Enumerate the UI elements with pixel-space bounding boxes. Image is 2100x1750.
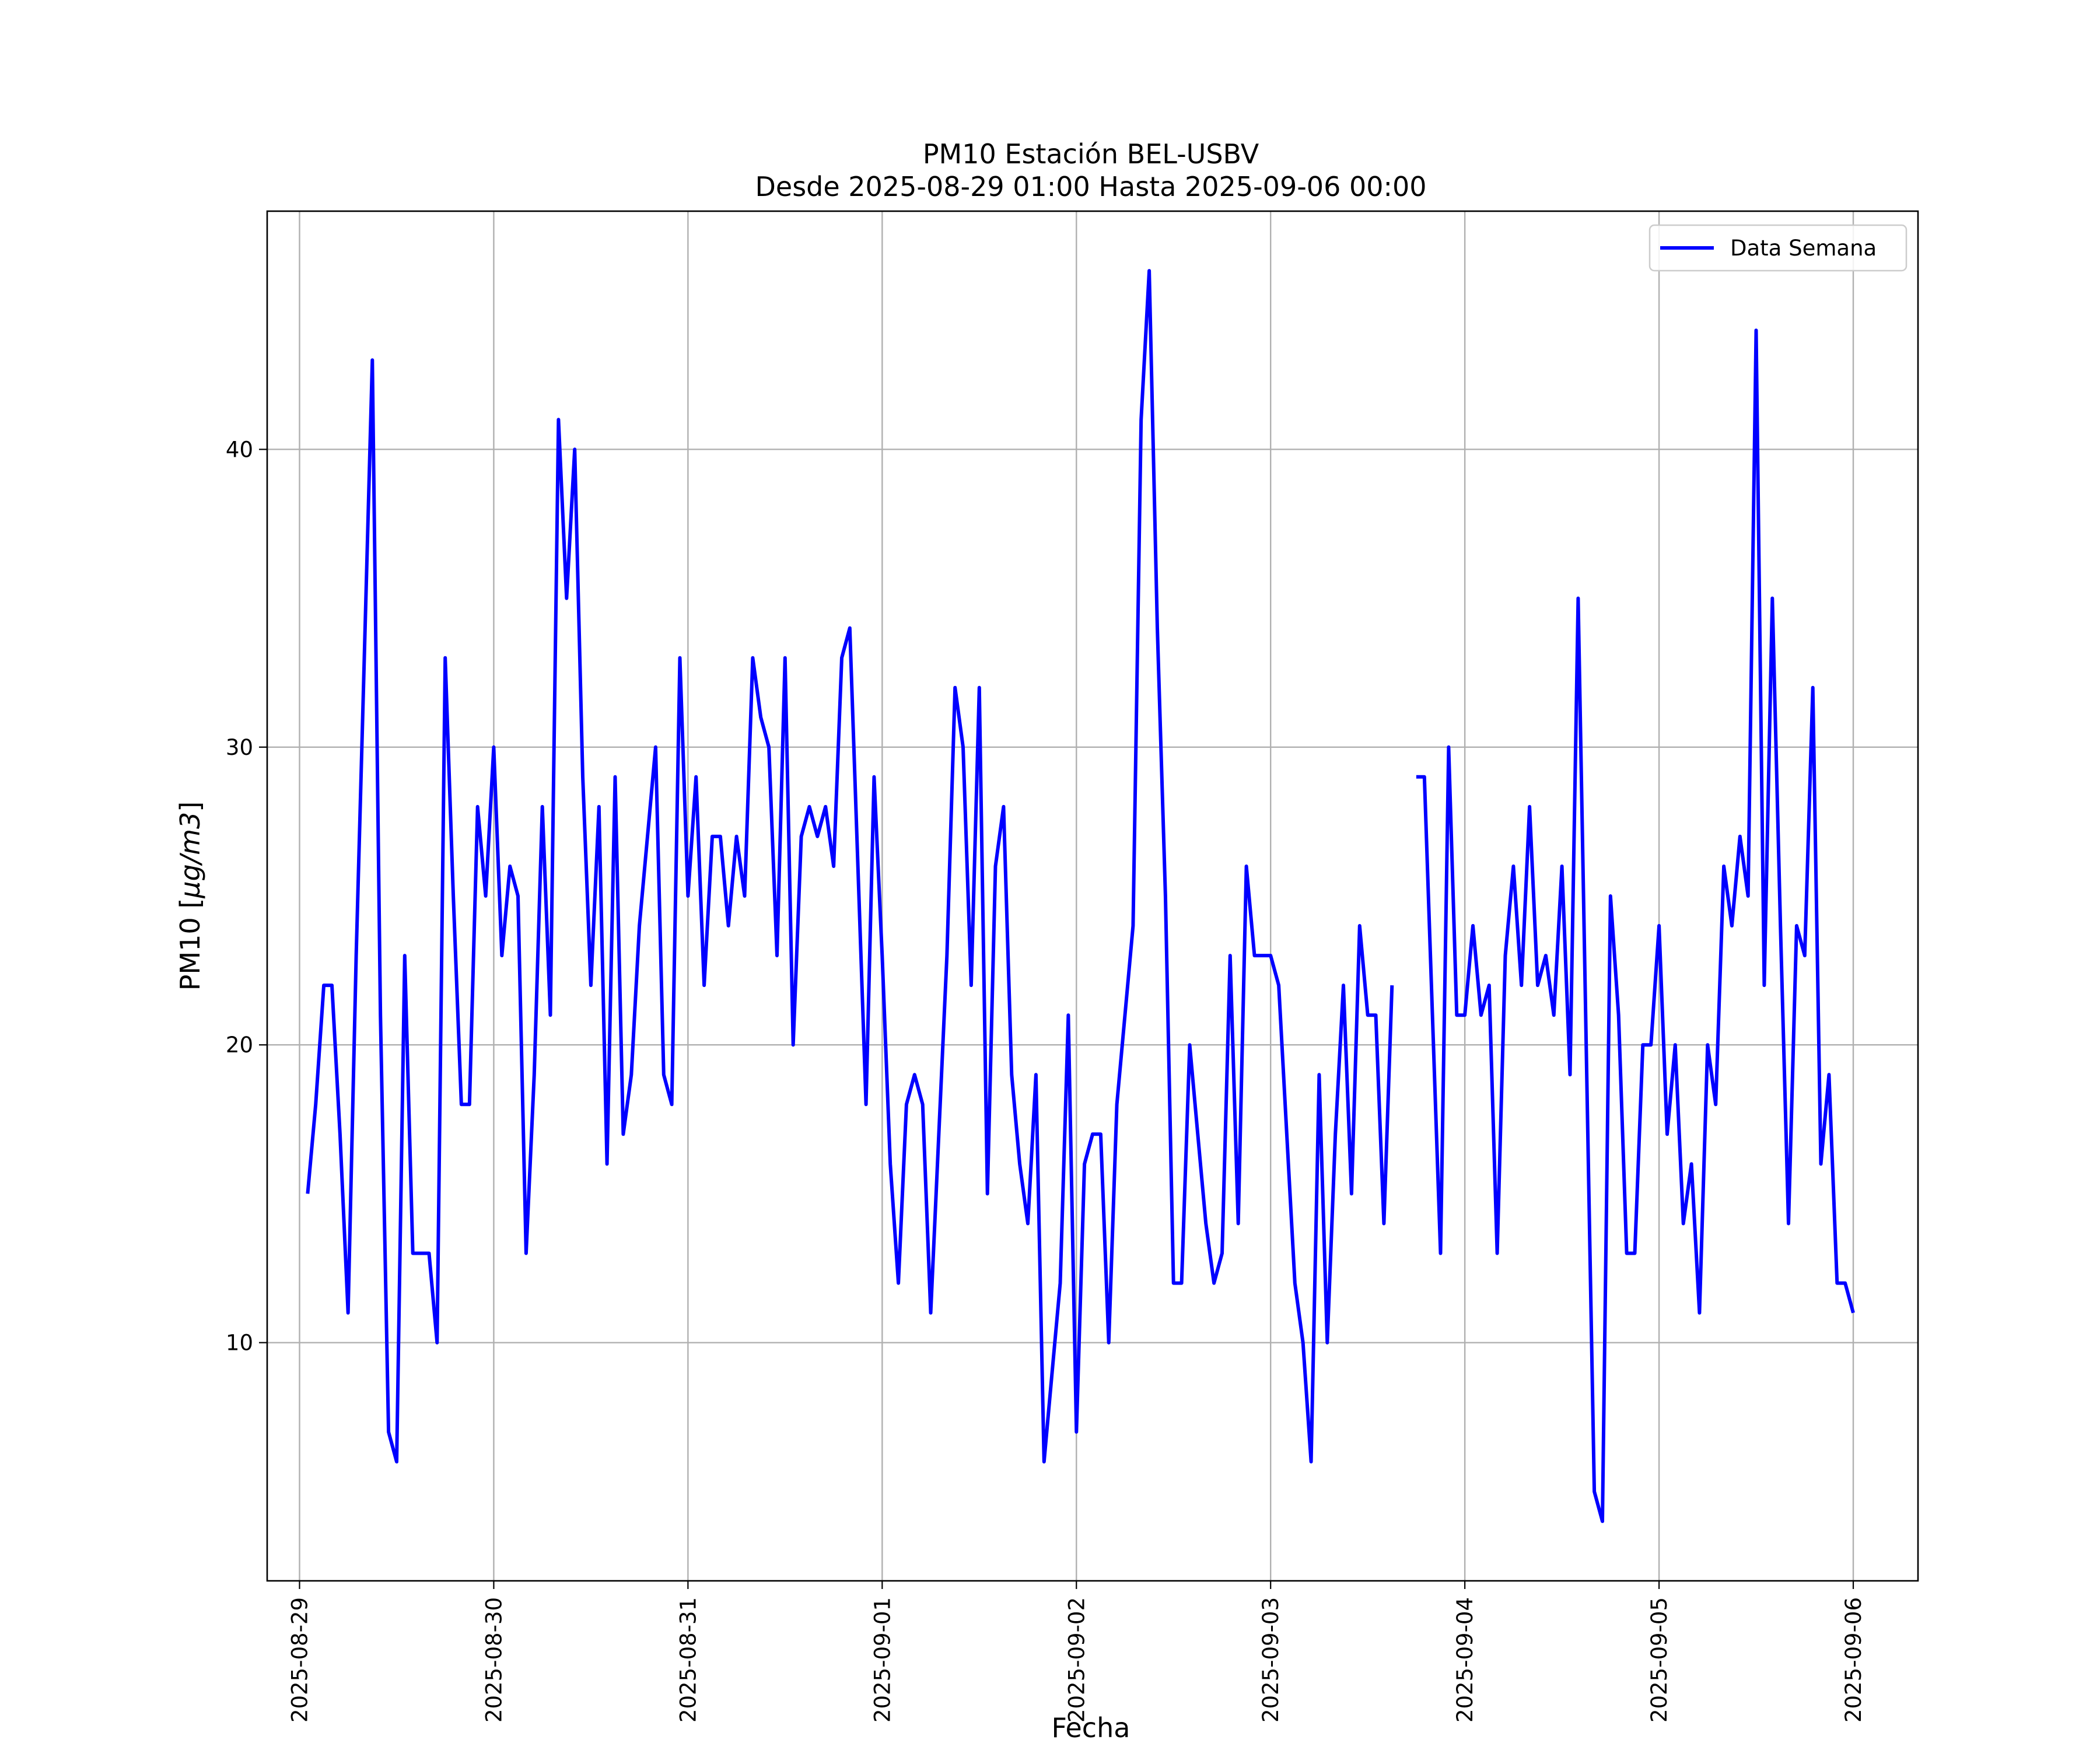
plot-frame [266,210,1919,1582]
y-axis-label-suffix: ] [174,802,206,812]
y-tick-label: 10 [226,1331,253,1356]
x-tick-label: 2025-09-03 [1258,1597,1283,1723]
y-axis-label: PM10 [μg/m3] [174,802,206,991]
x-tick-label: 2025-08-31 [676,1597,701,1723]
y-tick-label: 20 [226,1032,253,1058]
y-axis-label-prefix: PM10 [ [174,898,206,991]
chart-subtitle: Desde 2025-08-29 01:00 Hasta 2025-09-06 … [755,171,1426,202]
legend-box [1648,224,1908,272]
y-tick-label: 30 [226,735,253,760]
axis-ticks: 2025-08-29 2025-08-30 2025-08-31 2025-09-01… [226,437,1866,1723]
y-axis-label-unit: μg/m3 [174,812,206,899]
x-tick-label: 2025-09-05 [1647,1597,1672,1723]
y-tick-label: 40 [226,437,253,462]
legend: Data Semana [1648,224,1908,272]
x-tick-label: 2025-08-29 [287,1597,312,1723]
plot-area [267,211,1918,1581]
x-tick-label: 2025-09-06 [1841,1597,1866,1723]
series-line-data-semana [306,269,1855,1523]
x-tick-label: 2025-09-01 [870,1597,895,1723]
series-lines [306,269,1855,1523]
x-axis-label: Fecha [1052,1712,1130,1744]
legend-label: Data Semana [1730,236,1877,261]
x-tick-label: 2025-09-02 [1064,1597,1089,1723]
x-tick-label: 2025-08-30 [481,1597,506,1723]
chart-title: PM10 Estación BEL-USBV [923,138,1259,170]
x-tick-label: 2025-09-04 [1452,1597,1478,1723]
